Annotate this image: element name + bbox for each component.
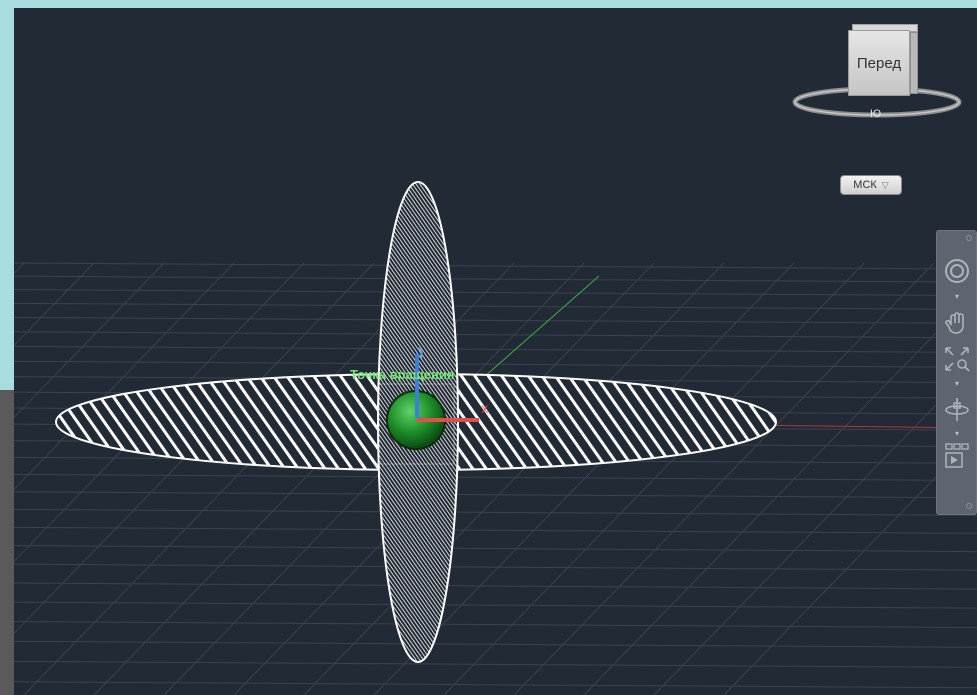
svg-text:X: X	[481, 404, 489, 416]
grid-line	[14, 640, 977, 648]
grid-line	[14, 262, 165, 419]
navbar-close-icon[interactable]	[966, 235, 972, 241]
grid-line	[23, 262, 445, 695]
grid-line	[14, 262, 95, 347]
steering-wheel-icon[interactable]	[941, 255, 973, 287]
grid-line	[14, 601, 977, 609]
zoom-extents-icon[interactable]	[941, 343, 973, 375]
grid-line	[14, 289, 977, 297]
navbar-options-icon[interactable]	[966, 503, 972, 509]
grid-line	[303, 262, 725, 695]
grid-line	[163, 262, 585, 695]
grid-line	[14, 491, 977, 499]
grid-line	[14, 331, 977, 339]
grid-line	[14, 262, 25, 275]
grid-line	[14, 302, 977, 310]
grid-line	[653, 362, 977, 695]
grid-line	[14, 345, 977, 353]
ground-grid	[14, 262, 977, 695]
grid-line	[14, 473, 977, 481]
grid-line	[14, 262, 375, 635]
navigation-bar[interactable]: ▾ ▾ ▾	[936, 230, 977, 515]
wcs-menu-button[interactable]: МСК ▽	[840, 175, 902, 195]
drawing-viewport[interactable]: X Точка вращения Перед Ю МСК ▽ ▾	[14, 8, 977, 695]
grid-line	[583, 290, 977, 695]
grid-line	[14, 262, 977, 270]
showmotion-icon[interactable]	[941, 443, 973, 475]
steering-wheel-dropdown-icon[interactable]: ▾	[954, 292, 959, 301]
grid-line	[14, 316, 977, 324]
viewcube-right-face[interactable]	[910, 32, 918, 94]
grid-line	[14, 526, 977, 534]
grid-line	[14, 262, 305, 563]
orbit-dropdown-icon[interactable]: ▾	[954, 429, 959, 438]
compass-south-label: Ю	[870, 108, 882, 120]
3d-scene: X	[14, 181, 977, 695]
grid-line	[14, 582, 977, 590]
grid-line	[14, 508, 977, 516]
grid-line	[14, 621, 977, 629]
grid-line	[14, 660, 977, 668]
viewcube[interactable]: Перед Ю	[782, 16, 972, 136]
grid-line	[14, 681, 977, 689]
grid-line	[373, 262, 795, 695]
viewcube-front-face[interactable]: Перед	[848, 30, 910, 96]
grid-line	[723, 434, 977, 695]
grid-line	[14, 262, 235, 491]
zoom-dropdown-icon[interactable]: ▾	[954, 379, 959, 388]
chevron-down-icon: ▽	[881, 179, 889, 190]
grid-line	[513, 262, 935, 695]
hand-icon[interactable]	[941, 307, 973, 339]
grid-line	[443, 262, 865, 695]
grid-line	[14, 360, 977, 368]
pivot-point-label: Точка вращения	[350, 367, 455, 382]
grid-line	[14, 563, 977, 571]
orbit-icon[interactable]	[941, 393, 973, 425]
grid-line	[14, 275, 977, 283]
wcs-label: МСК	[853, 179, 877, 191]
grid-line	[14, 545, 977, 553]
